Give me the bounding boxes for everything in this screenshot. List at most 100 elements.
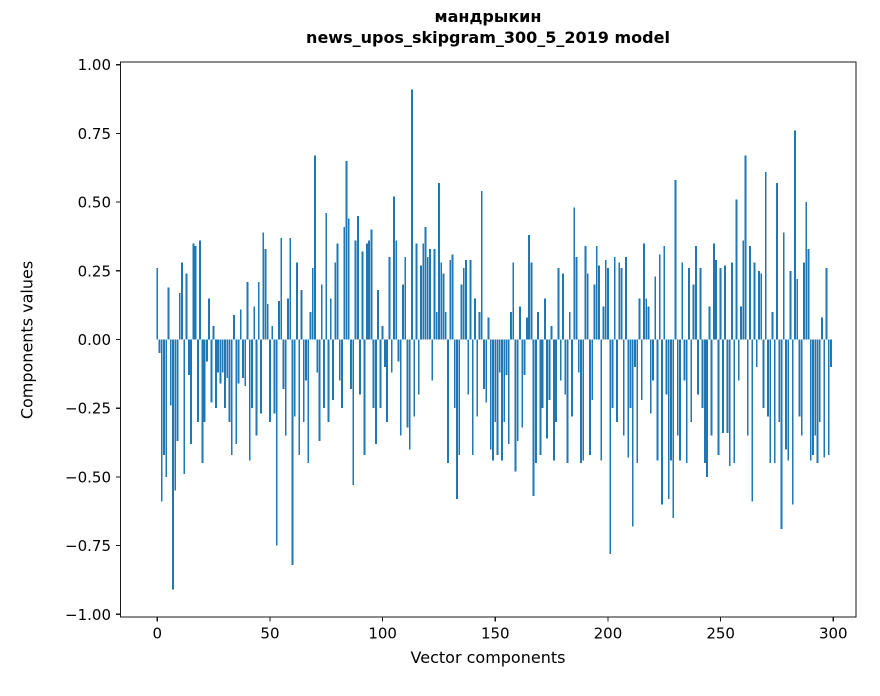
bar: [731, 262, 733, 340]
bar: [724, 265, 727, 340]
bar: [593, 284, 596, 340]
bar: [187, 339, 190, 376]
bar: [174, 339, 177, 491]
bar: [388, 257, 391, 340]
bar: [255, 339, 258, 436]
bar: [512, 262, 515, 340]
bar: [812, 339, 814, 455]
bar: [568, 312, 571, 340]
bar: [296, 262, 298, 340]
bar: [505, 339, 508, 376]
bar: [564, 339, 567, 395]
bar: [586, 273, 589, 340]
bar: [543, 298, 546, 340]
bar: [749, 246, 751, 340]
bar: [546, 339, 549, 439]
bar: [604, 259, 607, 340]
bar: [359, 339, 361, 395]
bar: [251, 339, 253, 409]
y-tick-label: 1.00: [78, 56, 111, 74]
bar: [196, 339, 199, 422]
bar: [830, 339, 832, 367]
bar: [307, 339, 310, 464]
bar: [354, 240, 357, 340]
bar: [744, 155, 747, 340]
bar: [244, 339, 247, 387]
bar: [629, 339, 632, 409]
bar: [235, 339, 238, 444]
bar: [616, 339, 618, 422]
bar: [562, 273, 564, 340]
bar: [582, 339, 585, 461]
bar: [309, 312, 312, 340]
bar: [205, 339, 208, 362]
bar: [656, 339, 659, 461]
y-tick-label: 0.25: [78, 262, 111, 280]
bar: [701, 339, 704, 409]
bar: [532, 339, 535, 497]
bar: [521, 339, 524, 428]
bar: [525, 317, 528, 340]
bar: [489, 339, 492, 450]
y-tick-label: −0.75: [65, 537, 111, 555]
bar: [602, 306, 605, 340]
bar: [798, 339, 801, 417]
bar: [327, 339, 330, 422]
x-tick-label: 100: [368, 625, 397, 643]
bar: [485, 339, 488, 403]
bar: [681, 262, 684, 340]
bar: [595, 246, 598, 340]
bar: [548, 339, 551, 400]
bar: [402, 284, 404, 340]
bar: [672, 339, 675, 519]
bar: [302, 339, 305, 422]
bar: [262, 232, 265, 340]
bar: [760, 273, 763, 340]
bar: [399, 339, 402, 436]
bar: [284, 339, 287, 436]
bar: [291, 339, 294, 565]
chart-title-line2: news_upos_skipgram_300_5_2019 model: [306, 28, 670, 47]
bar: [379, 339, 382, 409]
bar: [383, 339, 386, 367]
bar: [264, 248, 267, 340]
bar: [347, 218, 350, 340]
bar: [233, 314, 235, 340]
bar: [816, 339, 819, 464]
bar: [318, 339, 321, 442]
chart-title-line1: мандрыкин: [434, 7, 542, 26]
x-tick-label: 50: [260, 625, 279, 643]
bar: [501, 339, 503, 461]
bar: [665, 339, 668, 395]
bar: [825, 268, 828, 340]
bar: [480, 191, 483, 340]
bar: [242, 339, 244, 378]
bar: [311, 268, 314, 340]
bar: [661, 339, 663, 505]
bar: [663, 246, 666, 340]
bar: [492, 339, 494, 461]
bar: [377, 290, 380, 340]
bar: [607, 268, 609, 340]
bar: [519, 306, 521, 340]
bar: [733, 339, 736, 464]
bar: [269, 339, 271, 422]
bar: [456, 339, 458, 499]
bar: [609, 339, 612, 554]
bar: [178, 292, 181, 340]
bar: [742, 240, 745, 340]
bar: [541, 339, 544, 409]
bar: [372, 339, 375, 409]
bar: [771, 312, 774, 340]
bar: [584, 246, 587, 340]
bar: [444, 312, 447, 340]
bar: [577, 339, 580, 373]
bar: [697, 339, 699, 395]
bar: [248, 339, 251, 461]
bar: [338, 339, 341, 381]
bar: [183, 339, 186, 475]
bar: [622, 339, 625, 436]
bar: [332, 339, 334, 400]
bar: [305, 339, 307, 381]
bar: [199, 240, 202, 340]
